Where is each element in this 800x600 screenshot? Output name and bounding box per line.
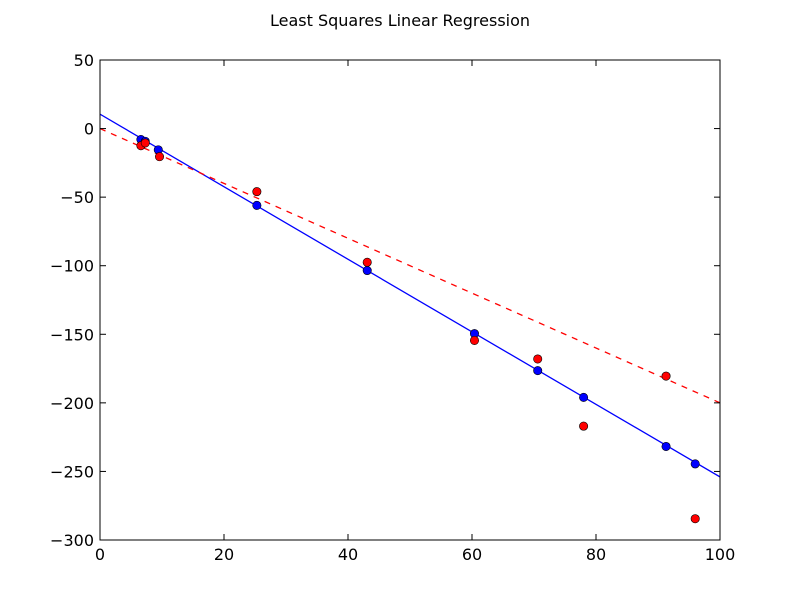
observed-point <box>252 187 262 197</box>
x-tick-label: 80 <box>586 545 606 564</box>
y-tick-label: −250 <box>50 462 94 481</box>
fitted-point <box>661 441 671 451</box>
x-tick-label: 100 <box>705 545 736 564</box>
fitted-point <box>690 459 700 469</box>
fitted-point <box>533 366 543 376</box>
x-tick-label: 0 <box>95 545 105 564</box>
observed-point <box>362 257 372 267</box>
reference-line-dashed <box>100 127 720 404</box>
y-tick-label: −50 <box>60 188 94 207</box>
y-tick-label: −300 <box>50 531 94 550</box>
observed-point <box>140 138 150 148</box>
axes-frame <box>99 59 721 541</box>
x-tick-label: 60 <box>462 545 482 564</box>
y-tick-label: 50 <box>74 51 94 70</box>
y-tick-label: −200 <box>50 394 94 413</box>
y-tick-label: −150 <box>50 325 94 344</box>
y-tick-label: −100 <box>50 257 94 276</box>
plot-area: 0 20 40 60 80 100 50 0 −50 −100 −150 −200 −250 −300 <box>50 51 735 564</box>
chart-title: Least Squares Linear Regression <box>270 11 530 30</box>
observed-point <box>661 371 671 381</box>
fitted-point <box>579 392 589 402</box>
x-tick-label: 20 <box>214 545 234 564</box>
observed-point <box>469 335 479 345</box>
observed-point <box>690 514 700 524</box>
observed-point <box>533 354 543 364</box>
fitted-point <box>252 200 262 210</box>
fitted-point <box>362 266 372 276</box>
observed-point <box>579 421 589 431</box>
x-tick-label: 40 <box>338 545 358 564</box>
observed-point <box>155 152 165 162</box>
y-tick-label: 0 <box>84 120 94 139</box>
